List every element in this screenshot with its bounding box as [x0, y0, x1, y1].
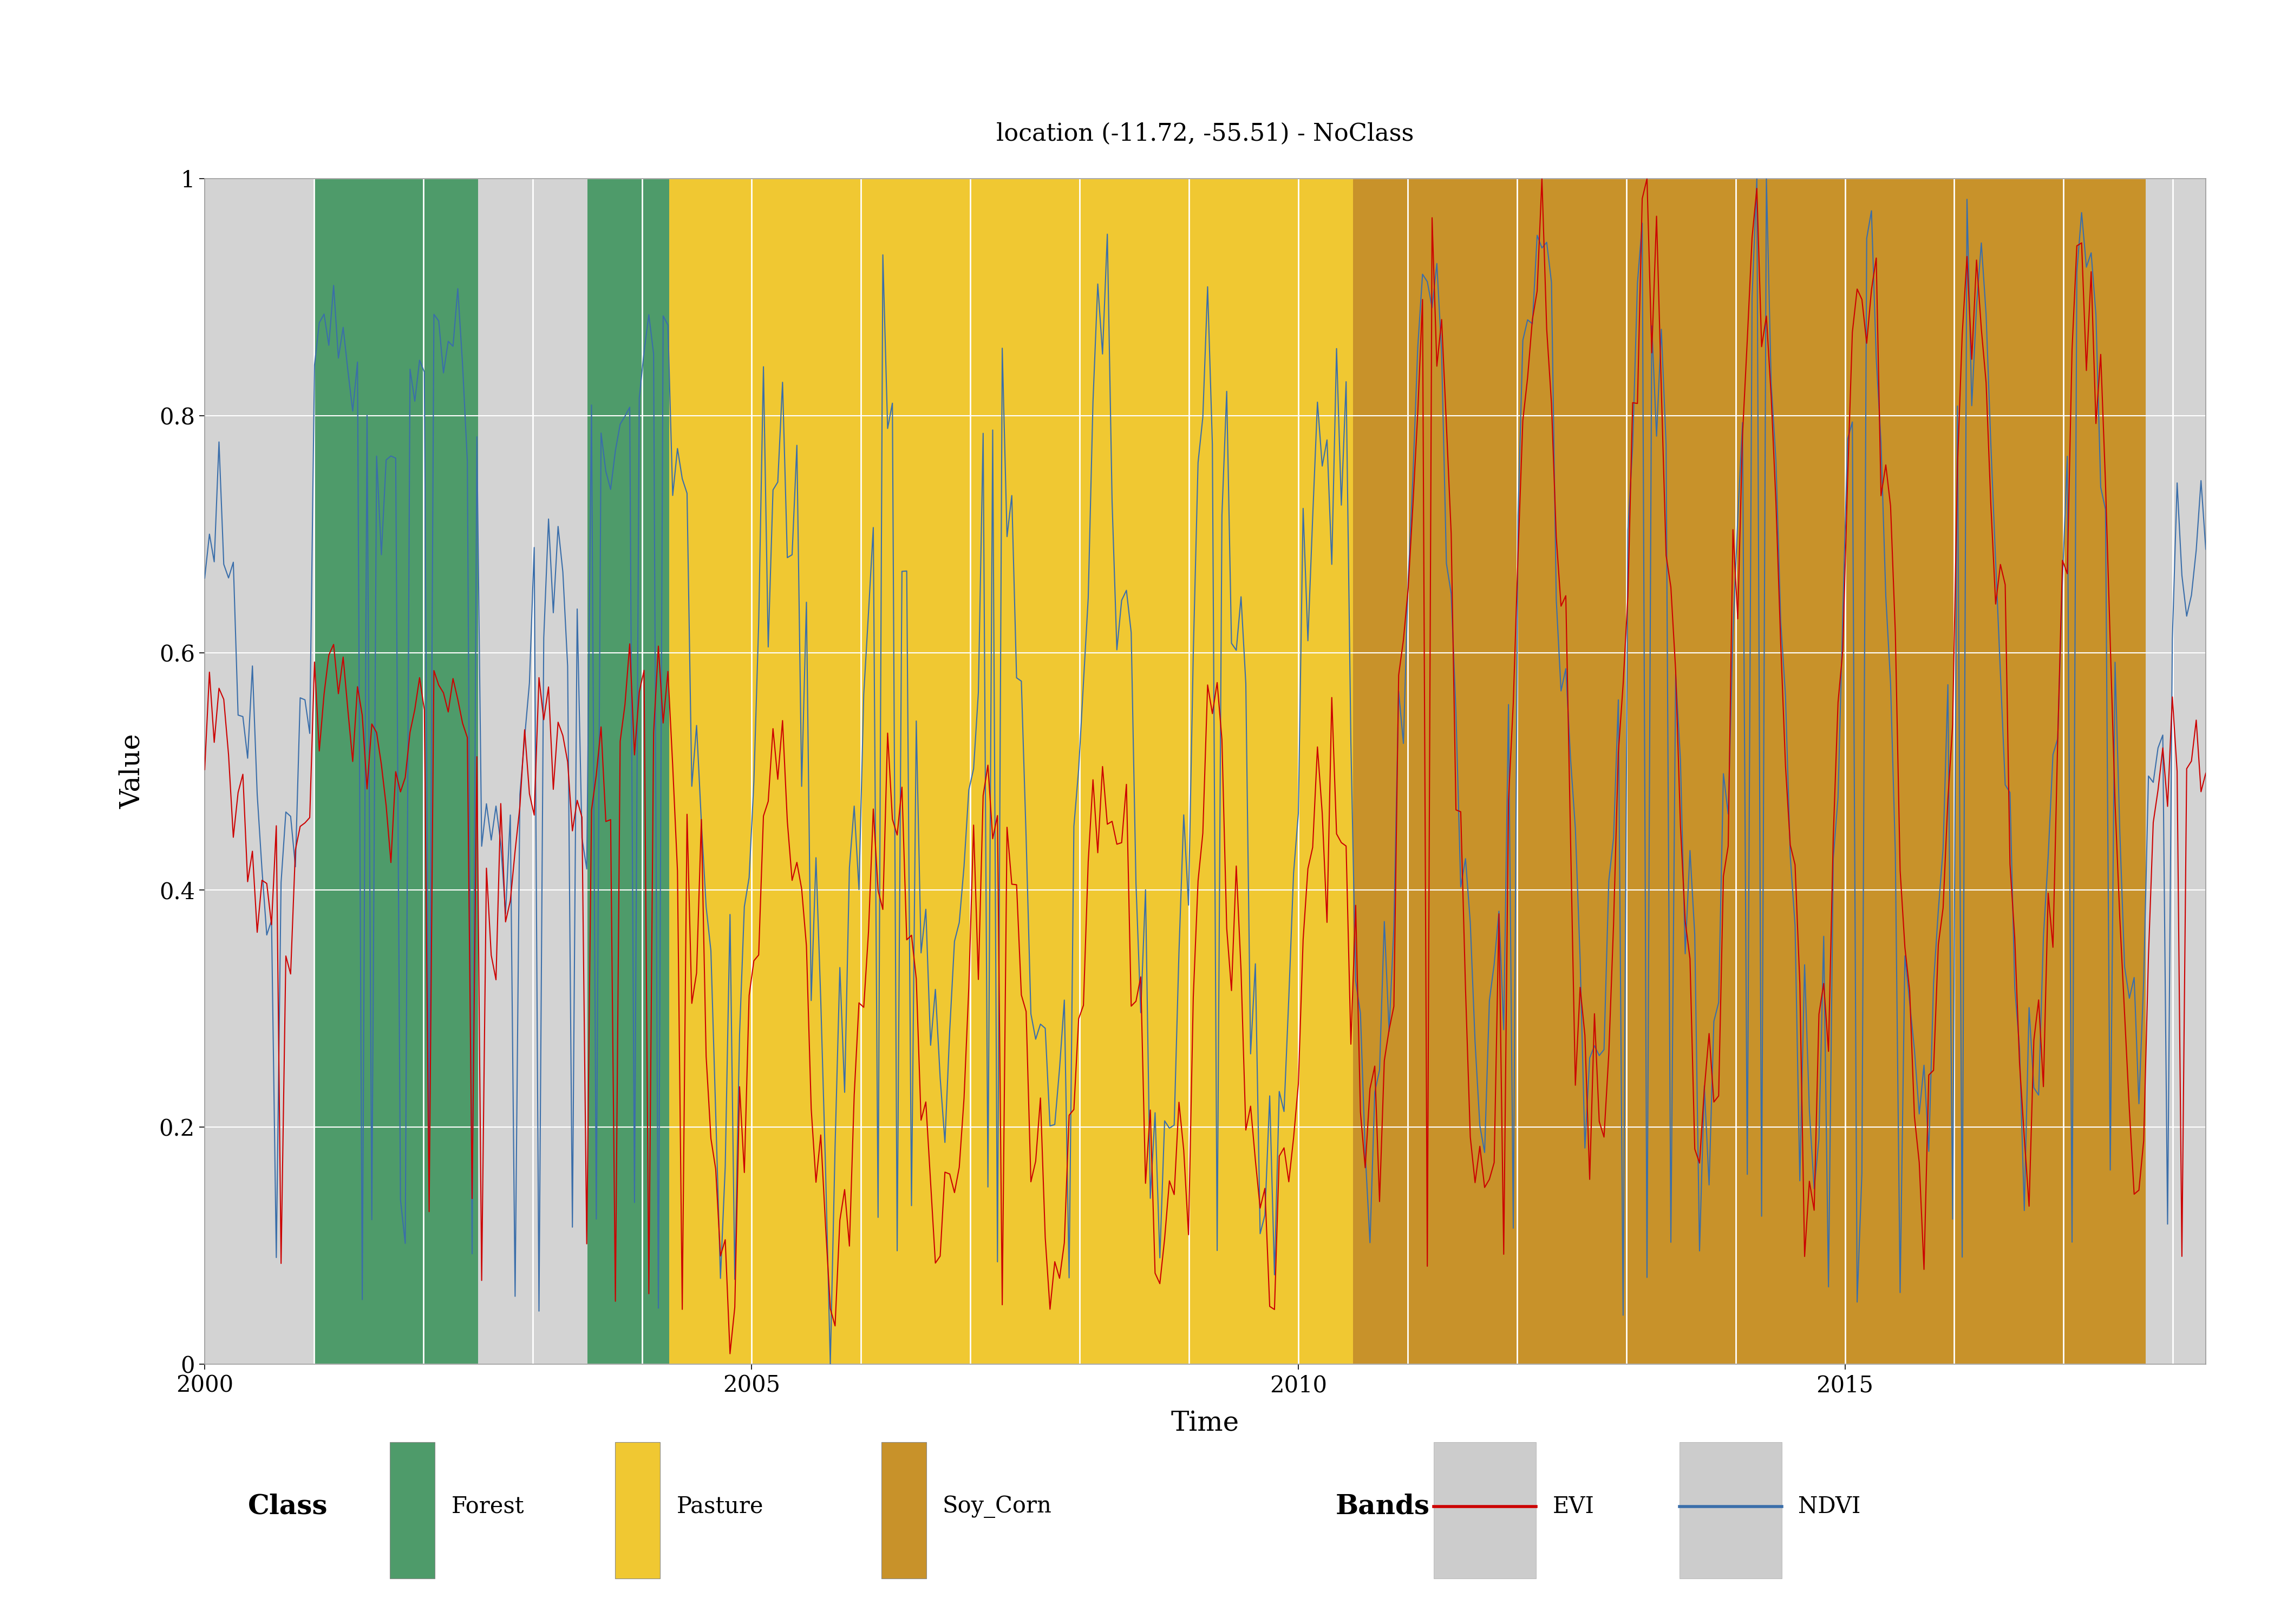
- Bar: [2147, 179, 2206, 1364]
- Text: Pasture: Pasture: [678, 1496, 764, 1518]
- Bar: [478, 179, 587, 1364]
- Bar: [614, 1442, 659, 1579]
- Text: Soy_Corn: Soy_Corn: [944, 1496, 1053, 1518]
- Y-axis label: Value: Value: [118, 734, 146, 809]
- Bar: [1435, 1442, 1537, 1579]
- Text: NDVI: NDVI: [1799, 1496, 1860, 1518]
- Bar: [1678, 1442, 1783, 1579]
- Bar: [314, 179, 478, 1364]
- Text: Class: Class: [248, 1492, 327, 1520]
- Text: location (-11.72, -55.51) - NoClass: location (-11.72, -55.51) - NoClass: [996, 122, 1414, 146]
- Bar: [882, 1442, 926, 1579]
- Bar: [669, 179, 1353, 1364]
- Text: EVI: EVI: [1553, 1496, 1594, 1518]
- Bar: [587, 179, 669, 1364]
- Text: Forest: Forest: [453, 1496, 525, 1518]
- Bar: [1353, 179, 2147, 1364]
- Bar: [205, 179, 314, 1364]
- X-axis label: Time: Time: [1171, 1410, 1239, 1437]
- Bar: [391, 1442, 434, 1579]
- Text: Bands: Bands: [1335, 1492, 1430, 1520]
